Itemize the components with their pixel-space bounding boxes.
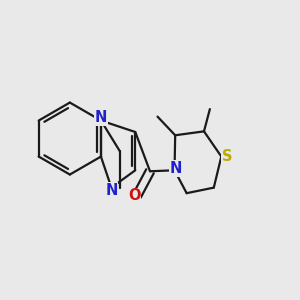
Text: N: N [95,110,107,125]
Text: N: N [170,161,182,176]
Text: S: S [222,149,232,164]
Text: N: N [105,183,118,198]
Text: O: O [128,188,140,203]
